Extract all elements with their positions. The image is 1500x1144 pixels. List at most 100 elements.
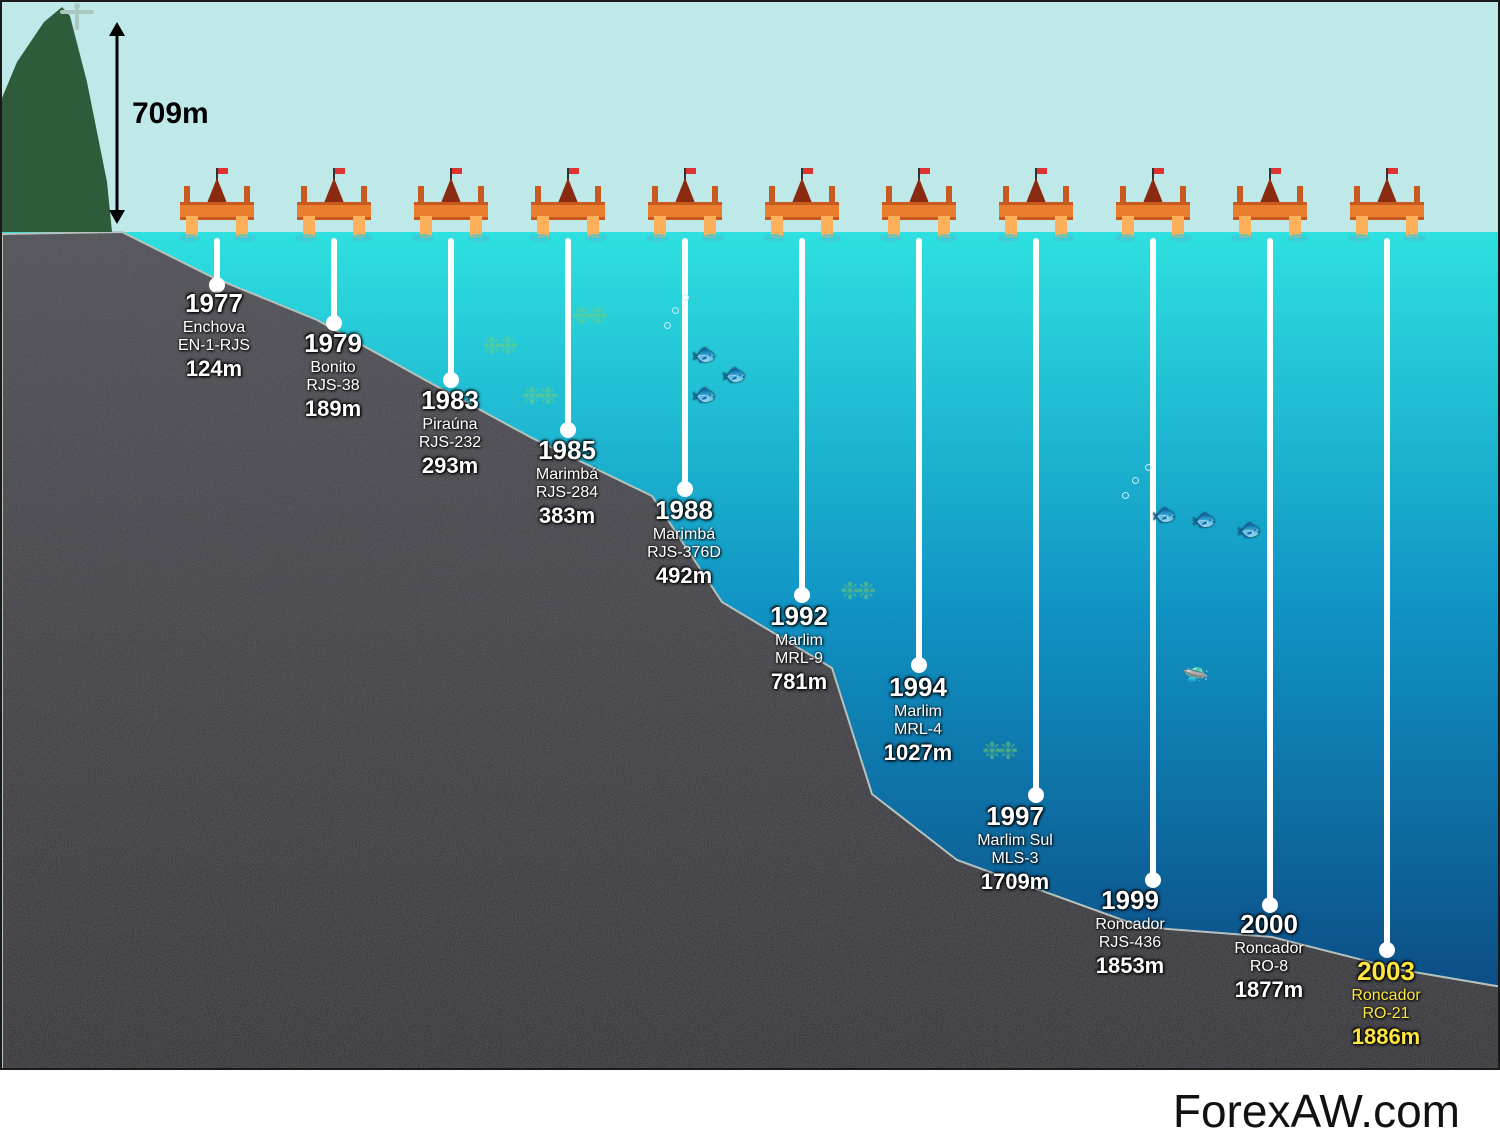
well-depth: 1853m (1095, 953, 1164, 978)
drill-line (799, 238, 805, 593)
well-depth: 383m (536, 503, 598, 528)
well-depth: 492m (647, 563, 721, 588)
well-code: RJS-436 (1095, 934, 1164, 952)
bubble-icon (664, 322, 671, 329)
well-label: 1988MarimbáRJS-376D492m (647, 496, 721, 588)
well-depth: 189m (304, 396, 362, 421)
well-name: Enchova (178, 319, 250, 337)
drill-line (1267, 238, 1273, 903)
well-code: RJS-38 (304, 377, 362, 395)
fish-icon: 🐟 (1237, 517, 1262, 542)
well-name: Marlim (884, 703, 953, 721)
fish-icon: 🐟 (692, 382, 717, 407)
fish-icon: 🐟 (692, 342, 717, 367)
well-label: 1997Marlim SulMLS-31709m (977, 802, 1053, 894)
seaweed-icon: ❉❉ (522, 382, 554, 411)
well-name: Roncador (1351, 987, 1420, 1005)
well-depth: 293m (419, 453, 481, 478)
fish-icon: 🐟 (1192, 507, 1217, 532)
oil-rig-icon (523, 168, 613, 238)
bubble-icon (672, 307, 679, 314)
well-label: 1979BonitoRJS-38189m (304, 329, 362, 421)
stage: 709m 1977EnchovaEN-1-RJS124m1979BonitoRJ… (0, 0, 1500, 1144)
well-year: 1988 (647, 496, 721, 526)
oil-rig-icon (757, 168, 847, 238)
fish-icon: 🐟 (722, 362, 747, 387)
drill-line (1150, 238, 1156, 878)
oil-rig-icon (1108, 168, 1198, 238)
well-year: 2003 (1351, 957, 1420, 987)
well-label: 1992MarlimMRL-9781m (770, 602, 828, 694)
well-depth: 1886m (1351, 1024, 1420, 1049)
oil-rig-icon (874, 168, 964, 238)
well-code: RO-8 (1234, 958, 1303, 976)
drill-line (1033, 238, 1039, 793)
well-depth: 1709m (977, 869, 1053, 894)
bubble-icon (1132, 477, 1139, 484)
bubble-icon (1122, 492, 1129, 499)
well-name: Marlim (770, 632, 828, 650)
reference-height-label: 709m (132, 97, 209, 131)
oil-rig-icon (991, 168, 1081, 238)
oil-rig-icon (172, 168, 262, 238)
well-year: 1977 (178, 289, 250, 319)
well-label: 2003RoncadorRO-211886m (1351, 957, 1420, 1049)
well-code: RJS-232 (419, 434, 481, 452)
well-year: 1992 (770, 602, 828, 632)
well-name: Marimbá (647, 526, 721, 544)
infographic-panel: 709m 1977EnchovaEN-1-RJS124m1979BonitoRJ… (0, 0, 1500, 1070)
well-code: MRL-9 (770, 650, 828, 668)
fish-icon: 🐟 (1152, 502, 1177, 527)
oil-rig-icon (406, 168, 496, 238)
well-depth: 124m (178, 356, 250, 381)
well-code: EN-1-RJS (178, 337, 250, 355)
drill-line (331, 238, 337, 321)
drill-line (682, 238, 688, 487)
well-year: 1997 (977, 802, 1053, 832)
drill-line (1384, 238, 1390, 948)
well-code: RJS-284 (536, 484, 598, 502)
submersible-icon: 🛸 (1182, 667, 1209, 684)
oil-rig-icon (1225, 168, 1315, 238)
oil-rig-icon (289, 168, 379, 238)
well-depth: 1877m (1234, 977, 1303, 1002)
well-depth: 781m (770, 669, 828, 694)
drill-line (565, 238, 571, 428)
bubble-icon (682, 294, 689, 301)
statue-icon (60, 2, 94, 39)
well-code: RO-21 (1351, 1005, 1420, 1023)
well-year: 1994 (884, 673, 953, 703)
seaweed-icon: ❉❉ (482, 332, 514, 361)
bubble-icon (1145, 464, 1152, 471)
well-label: 1985MarimbáRJS-284383m (536, 436, 598, 528)
drill-line (448, 238, 454, 378)
well-year: 1983 (419, 386, 481, 416)
well-year: 1979 (304, 329, 362, 359)
well-label: 1983PiraúnaRJS-232293m (419, 386, 481, 478)
well-label: 1977EnchovaEN-1-RJS124m (178, 289, 250, 381)
oil-rig-icon (1342, 168, 1432, 238)
well-code: MLS-3 (977, 850, 1053, 868)
well-label: 1994MarlimMRL-41027m (884, 673, 953, 765)
seaweed-icon: ❉❉ (572, 302, 604, 331)
credit-text: ForexAW.com (1173, 1084, 1460, 1138)
reference-arrow (105, 2, 129, 236)
well-depth: 1027m (884, 740, 953, 765)
well-year: 1999 (1095, 886, 1164, 916)
well-code: MRL-4 (884, 721, 953, 739)
seaweed-icon: ❉❉ (982, 737, 1014, 766)
seaweed-icon: ❉❉ (840, 577, 872, 606)
well-year: 1985 (536, 436, 598, 466)
well-name: Piraúna (419, 416, 481, 434)
well-code: RJS-376D (647, 544, 721, 562)
well-label: 2000RoncadorRO-81877m (1234, 910, 1303, 1002)
oil-rig-icon (640, 168, 730, 238)
well-name: Marlim Sul (977, 832, 1053, 850)
well-name: Roncador (1095, 916, 1164, 934)
drill-line (214, 238, 220, 283)
well-name: Bonito (304, 359, 362, 377)
well-name: Marimbá (536, 466, 598, 484)
well-name: Roncador (1234, 940, 1303, 958)
well-year: 2000 (1234, 910, 1303, 940)
well-label: 1999RoncadorRJS-4361853m (1095, 886, 1164, 978)
